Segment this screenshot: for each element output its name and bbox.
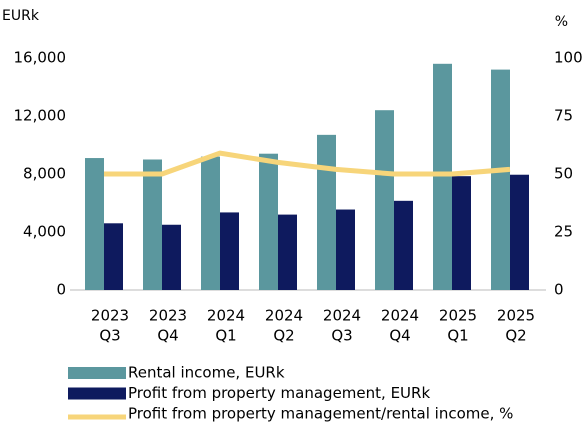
legend-swatch (68, 387, 126, 400)
y-tick-label: 8,000 (23, 165, 66, 183)
y2-tick-label: 0 (554, 281, 564, 299)
x-tick-label: 2023 (149, 307, 187, 325)
bar (510, 174, 529, 290)
y2-tick-label: 100 (554, 49, 583, 67)
x-tick-label: Q1 (447, 327, 468, 345)
y2-tick-label: 50 (554, 165, 573, 183)
bar (336, 209, 355, 290)
y2-axis-label: % (555, 14, 568, 30)
legend-label: Profit from property management/rental i… (128, 405, 513, 423)
bar (143, 159, 162, 290)
x-tick-label: 2024 (265, 307, 303, 325)
bar (259, 153, 278, 290)
y-tick-label: 0 (56, 281, 66, 299)
x-tick-label: Q4 (389, 327, 410, 345)
legend-label: Rental income, EURk (128, 364, 285, 382)
bar (220, 212, 239, 290)
bar (85, 158, 104, 290)
y-axis-label: EURk (2, 8, 40, 24)
legend-swatch (68, 367, 126, 379)
bar (375, 110, 394, 290)
y-tick-label: 12,000 (14, 107, 67, 125)
x-tick-label: Q4 (157, 327, 178, 345)
bar (394, 200, 413, 290)
x-tick-label: Q2 (273, 327, 294, 345)
bar (201, 156, 220, 290)
x-tick-label: 2025 (439, 307, 477, 325)
y2-tick-label: 75 (554, 107, 573, 125)
x-tick-label: Q1 (215, 327, 236, 345)
x-tick-label: Q3 (331, 327, 352, 345)
bar (278, 214, 297, 290)
x-tick-label: Q2 (505, 327, 526, 345)
line (104, 150, 511, 177)
bar (491, 69, 510, 290)
x-tick-label: 2023 (91, 307, 129, 325)
y-tick-label: 16,000 (14, 49, 67, 67)
y2-tick-label: 25 (554, 223, 573, 241)
x-tick-label: 2024 (207, 307, 245, 325)
x-tick-label: Q3 (99, 327, 120, 345)
legend-label: Profit from property management, EURk (128, 384, 430, 402)
bar (162, 224, 181, 290)
bar (317, 134, 336, 290)
bar (104, 223, 123, 290)
bar (433, 63, 452, 290)
bar (452, 176, 471, 290)
x-tick-label: 2025 (497, 307, 535, 325)
x-tick-label: 2024 (381, 307, 419, 325)
x-tick-label: 2024 (323, 307, 361, 325)
y-tick-label: 4,000 (23, 223, 66, 241)
